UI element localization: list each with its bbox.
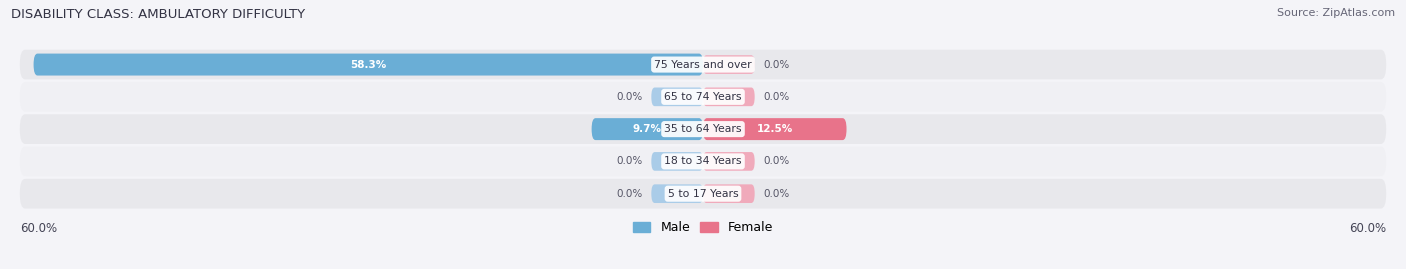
Text: 12.5%: 12.5% (756, 124, 793, 134)
FancyBboxPatch shape (592, 118, 703, 140)
FancyBboxPatch shape (651, 87, 703, 106)
Text: 18 to 34 Years: 18 to 34 Years (664, 156, 742, 167)
Text: Source: ZipAtlas.com: Source: ZipAtlas.com (1277, 8, 1395, 18)
FancyBboxPatch shape (651, 184, 703, 203)
Text: 5 to 17 Years: 5 to 17 Years (668, 189, 738, 199)
Text: 0.0%: 0.0% (763, 189, 790, 199)
Text: 60.0%: 60.0% (1350, 222, 1386, 235)
FancyBboxPatch shape (703, 87, 755, 106)
Text: 0.0%: 0.0% (763, 92, 790, 102)
FancyBboxPatch shape (20, 179, 1386, 208)
FancyBboxPatch shape (703, 55, 755, 74)
FancyBboxPatch shape (20, 82, 1386, 112)
Text: 65 to 74 Years: 65 to 74 Years (664, 92, 742, 102)
FancyBboxPatch shape (703, 152, 755, 171)
Text: 0.0%: 0.0% (616, 156, 643, 167)
FancyBboxPatch shape (703, 118, 846, 140)
Text: 0.0%: 0.0% (763, 59, 790, 70)
Text: 60.0%: 60.0% (20, 222, 56, 235)
FancyBboxPatch shape (703, 184, 755, 203)
Legend: Male, Female: Male, Female (628, 216, 778, 239)
Text: 0.0%: 0.0% (616, 92, 643, 102)
FancyBboxPatch shape (34, 54, 703, 76)
FancyBboxPatch shape (20, 147, 1386, 176)
Text: 58.3%: 58.3% (350, 59, 387, 70)
FancyBboxPatch shape (20, 50, 1386, 79)
Text: 9.7%: 9.7% (633, 124, 662, 134)
Text: 35 to 64 Years: 35 to 64 Years (664, 124, 742, 134)
FancyBboxPatch shape (651, 152, 703, 171)
Text: 0.0%: 0.0% (616, 189, 643, 199)
Text: DISABILITY CLASS: AMBULATORY DIFFICULTY: DISABILITY CLASS: AMBULATORY DIFFICULTY (11, 8, 305, 21)
Text: 75 Years and over: 75 Years and over (654, 59, 752, 70)
Text: 0.0%: 0.0% (763, 156, 790, 167)
FancyBboxPatch shape (20, 114, 1386, 144)
